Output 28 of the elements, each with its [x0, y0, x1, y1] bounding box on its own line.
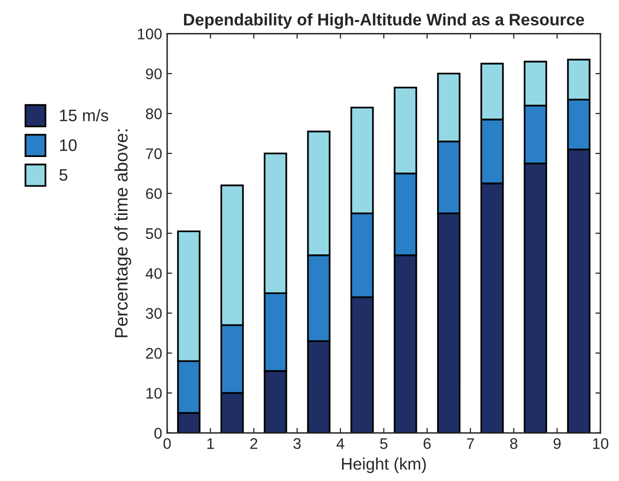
x-tick-label: 3	[293, 438, 301, 449]
y-tick-label: 70	[146, 148, 162, 160]
legend-label: 5	[59, 169, 68, 181]
x-tick-label: 10	[593, 438, 608, 449]
y-tick-label: 80	[146, 108, 162, 120]
y-tick-label: 30	[146, 308, 162, 319]
legend-label: 10	[60, 139, 77, 152]
legend-label: 15 m/s	[60, 109, 108, 122]
y-tick-label: 10	[146, 388, 162, 399]
chart-title: Dependability of High-Altitude Wind as a Resource	[184, 13, 584, 29]
y-tick-label: 60	[146, 188, 162, 200]
x-tick-label: 4	[336, 438, 344, 449]
x-tick-label: 9	[554, 438, 561, 449]
x-tick-label: 8	[510, 438, 518, 449]
x-tick-label: 6	[424, 438, 431, 449]
y-tick-label: 40	[146, 268, 162, 279]
y-tick-label: 0	[154, 428, 162, 439]
y-axis-title: Percentage of time above:	[114, 130, 132, 338]
x-tick-label: 5	[380, 438, 388, 449]
x-tick-label: 0	[163, 438, 171, 449]
x-axis-title: Height (km)	[342, 458, 426, 474]
y-tick-label: 50	[146, 228, 162, 239]
x-tick-label: 1	[207, 438, 214, 449]
x-tick-label: 2	[250, 438, 258, 449]
x-tick-label: 7	[466, 438, 474, 449]
y-tick-label: 20	[146, 348, 162, 359]
y-tick-label: 90	[146, 68, 162, 80]
y-tick-label: 100	[138, 28, 162, 40]
